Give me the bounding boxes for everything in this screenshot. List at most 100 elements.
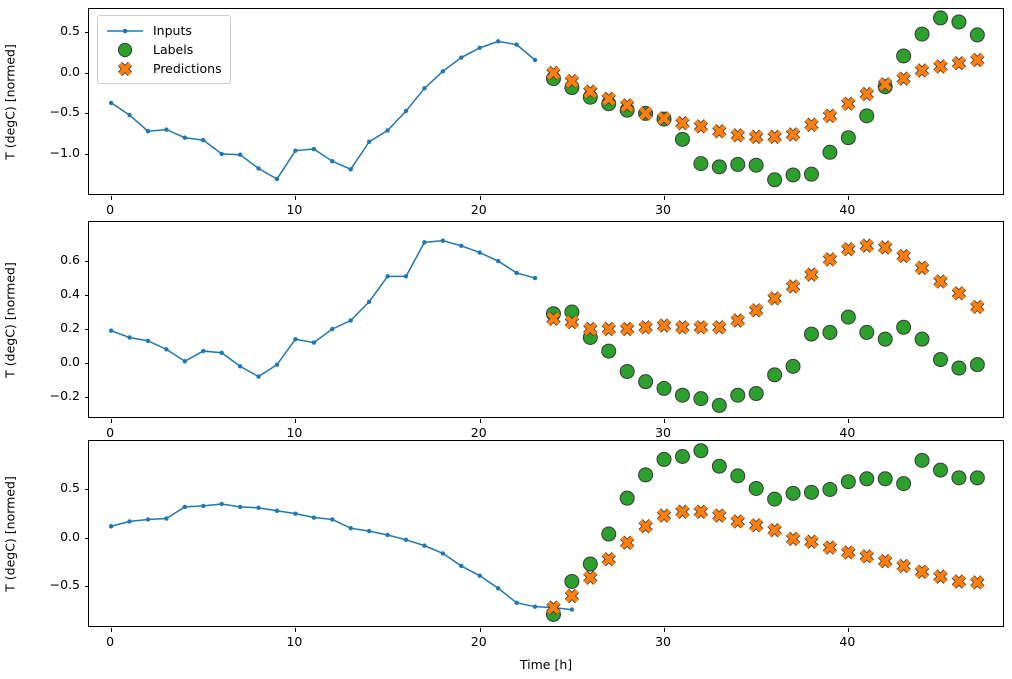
inputs-point xyxy=(440,551,446,556)
predictions-point xyxy=(731,128,745,142)
series-layer-panel-3 xyxy=(108,443,985,622)
predictions-point xyxy=(933,59,948,74)
x-tick-mark xyxy=(664,196,666,200)
legend: Inputs Labels Predictions xyxy=(97,15,231,84)
predictions-point xyxy=(583,322,597,336)
predictions-point xyxy=(749,130,763,144)
y-tick-mark xyxy=(85,295,89,297)
x-tick-label: 40 xyxy=(839,202,856,217)
y-axis-label: T (degC) [normed] xyxy=(2,475,18,592)
predictions-point xyxy=(565,74,579,88)
predictions-point xyxy=(638,106,653,121)
y-tick-label: 0.0 xyxy=(60,63,80,79)
inputs-point xyxy=(108,524,114,529)
inputs-point xyxy=(293,148,298,153)
labels-point xyxy=(969,357,985,373)
legend-entry-labels[interactable]: Labels xyxy=(105,40,222,59)
labels-point xyxy=(693,156,709,172)
y-tick-label: 0.0 xyxy=(60,528,80,544)
predictions-point xyxy=(970,300,985,314)
inputs-point xyxy=(237,364,243,369)
predictions-point xyxy=(749,518,763,532)
inputs-point xyxy=(348,318,353,323)
inputs-point xyxy=(514,600,519,606)
labels-point xyxy=(969,470,985,486)
labels-point xyxy=(785,358,801,374)
x-tick-label: 10 xyxy=(286,425,303,440)
predictions-point xyxy=(804,535,819,549)
y-tick-mark xyxy=(85,113,89,115)
y-tick-mark xyxy=(85,537,89,539)
inputs-point xyxy=(164,516,169,521)
labels-point xyxy=(877,331,893,347)
predictions-point xyxy=(896,249,911,263)
labels-point xyxy=(914,452,930,468)
predictions-point xyxy=(915,565,929,579)
inputs-point xyxy=(311,340,317,345)
inputs-point xyxy=(164,347,169,352)
labels-point xyxy=(711,159,727,175)
predictions-point xyxy=(767,291,782,306)
inputs-point xyxy=(274,362,280,367)
inputs-point xyxy=(495,258,501,264)
labels-point xyxy=(840,309,856,325)
labels-point xyxy=(951,14,967,30)
x-tick-mark xyxy=(479,628,481,632)
labels-point xyxy=(601,343,617,359)
x-tick-mark xyxy=(111,628,113,632)
inputs-point xyxy=(311,146,317,152)
inputs-point xyxy=(311,515,317,520)
labels-point xyxy=(674,131,690,147)
inputs-point xyxy=(403,108,409,114)
inputs-point xyxy=(182,504,188,510)
predictions-point xyxy=(860,87,874,101)
y-tick-mark xyxy=(85,72,89,74)
inputs-point xyxy=(495,39,501,44)
x-tick-mark xyxy=(848,419,850,423)
inputs-point xyxy=(366,139,372,144)
labels-point xyxy=(896,319,912,335)
inputs-point xyxy=(366,299,372,305)
labels-point xyxy=(840,130,856,146)
inputs-point xyxy=(182,359,188,364)
labels-point xyxy=(859,108,875,124)
x-tick-label: 40 xyxy=(839,425,856,440)
inputs-point xyxy=(385,532,390,538)
predictions-point xyxy=(786,279,800,294)
bold-x-marker-icon xyxy=(105,61,145,77)
inputs-point xyxy=(495,586,501,591)
inputs-point xyxy=(403,274,409,279)
predictions-point xyxy=(952,574,966,589)
y-tick-label: 0.0 xyxy=(60,353,80,369)
y-tick-mark xyxy=(85,362,89,364)
inputs-point xyxy=(569,607,575,612)
predictions-point xyxy=(915,63,929,78)
labels-point xyxy=(656,380,672,396)
inputs-point xyxy=(514,270,519,276)
labels-point xyxy=(601,526,617,542)
predictions-point xyxy=(823,540,837,555)
legend-entry-predictions[interactable]: Predictions xyxy=(105,59,222,78)
predictions-point xyxy=(823,109,837,123)
predictions-point xyxy=(896,71,911,86)
legend-entry-inputs[interactable]: Inputs xyxy=(105,21,222,40)
labels-point xyxy=(711,397,727,413)
inputs-point xyxy=(348,167,353,172)
y-axis-label: T (degC) [normed] xyxy=(2,43,18,160)
inputs-point xyxy=(256,166,261,171)
y-tick-label: 0.5 xyxy=(60,480,80,496)
x-tick-mark xyxy=(295,196,297,200)
inputs-point xyxy=(330,517,335,522)
x-tick-mark xyxy=(664,419,666,423)
labels-point xyxy=(674,449,690,464)
labels-point xyxy=(896,48,912,64)
y-tick-label: 0.4 xyxy=(60,286,80,302)
predictions-point xyxy=(860,549,874,563)
labels-point xyxy=(748,480,764,496)
predictions-point xyxy=(841,545,855,560)
x-tick-label: 20 xyxy=(470,202,487,217)
predictions-point xyxy=(638,320,653,334)
y-tick-mark xyxy=(85,489,89,491)
labels-point xyxy=(840,474,856,490)
